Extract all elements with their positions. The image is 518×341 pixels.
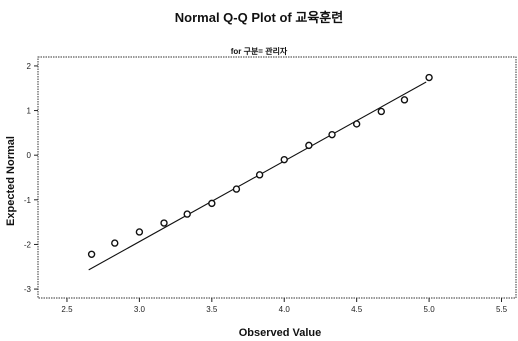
x-tick-label: 5.0 — [424, 305, 436, 314]
y-axis-label: Expected Normal — [5, 136, 17, 226]
data-point — [352, 120, 361, 128]
x-tick-label: 5.5 — [496, 305, 508, 314]
y-tick-label: 1 — [27, 107, 32, 116]
data-point — [328, 130, 336, 139]
data-point — [377, 107, 385, 116]
data-point — [160, 219, 168, 227]
chart-subtitle: for 구분= 관리자 — [231, 46, 288, 56]
y-tick-label: -2 — [24, 240, 32, 249]
data-point — [135, 228, 144, 236]
x-axis-ticks: 2.5 3.0 3.5 4.0 4.5 5.0 5.5 — [61, 298, 508, 314]
data-point — [87, 250, 96, 258]
x-tick-label: 3.5 — [206, 305, 218, 314]
data-point — [425, 73, 433, 82]
y-tick-label: -1 — [24, 196, 32, 205]
plot-frame — [37, 56, 517, 299]
y-tick-label: 2 — [27, 62, 32, 71]
data-point — [280, 155, 288, 164]
data-point — [400, 96, 409, 104]
y-axis-ticks: 2 1 0 -1 -2 -3 — [24, 62, 38, 294]
data-point — [305, 141, 313, 150]
x-axis-label: Observed Value — [239, 327, 322, 339]
x-tick-label: 3.0 — [134, 305, 146, 314]
data-points — [87, 73, 433, 258]
y-tick-label: -3 — [24, 285, 32, 294]
y-tick-label: 0 — [27, 151, 32, 160]
data-point — [255, 171, 264, 179]
x-tick-label: 2.5 — [61, 305, 73, 314]
data-point — [232, 185, 241, 193]
data-point — [208, 199, 216, 208]
x-tick-label: 4.0 — [279, 305, 291, 314]
chart-title: Normal Q-Q Plot of 교육훈련 — [175, 10, 343, 25]
x-tick-label: 4.5 — [351, 305, 363, 314]
data-point — [111, 239, 119, 247]
data-point — [183, 210, 191, 218]
